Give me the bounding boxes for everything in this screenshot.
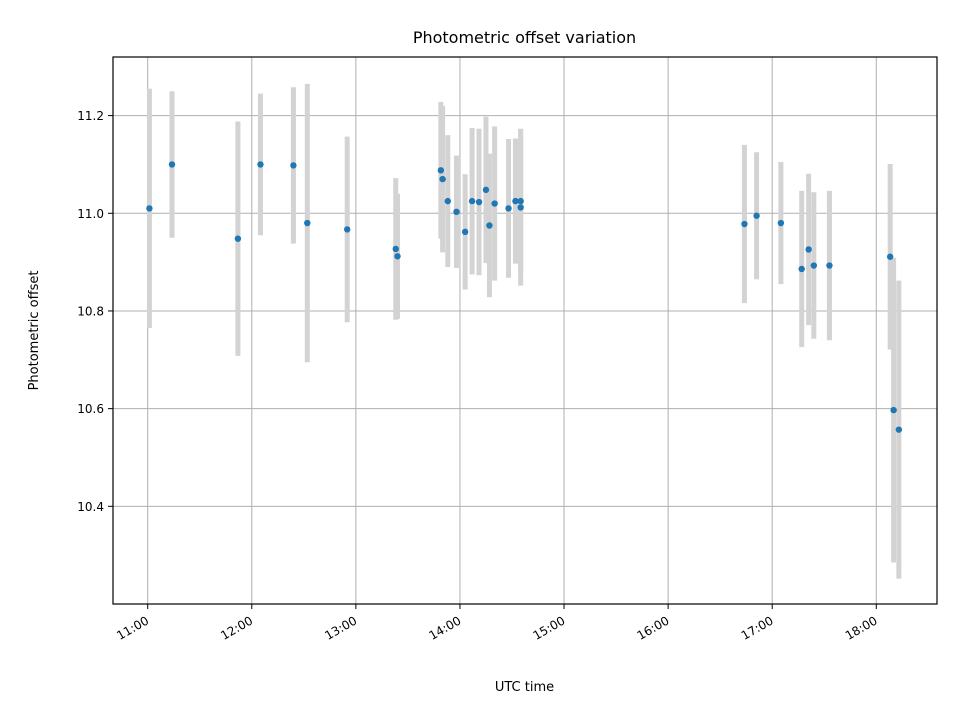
data-point xyxy=(437,167,445,174)
data-point xyxy=(805,246,812,253)
y-tick-label: 11.0 xyxy=(77,207,104,221)
data-point xyxy=(486,222,493,229)
chart-title: Photometric offset variation xyxy=(413,28,636,47)
data-point xyxy=(512,197,519,205)
data-point xyxy=(753,212,760,219)
data-points xyxy=(146,161,903,433)
data-point xyxy=(741,220,748,228)
plot-frame xyxy=(112,56,938,605)
y-tick-label: 10.8 xyxy=(77,304,104,318)
y-tick-label: 10.6 xyxy=(77,402,104,416)
data-point xyxy=(257,161,264,168)
y-axis-label: Photometric offset xyxy=(27,271,42,391)
data-point xyxy=(517,204,524,211)
data-point xyxy=(491,200,498,207)
data-point xyxy=(290,162,297,169)
data-point xyxy=(777,219,785,227)
y-axis-ticks: 10.4 10.6 10.8 11.0 11.2 xyxy=(77,109,113,514)
y-tick-label: 11.2 xyxy=(77,109,104,123)
data-point xyxy=(304,219,311,227)
data-point xyxy=(517,197,524,205)
data-point xyxy=(468,197,476,205)
x-axis-label: UTC time xyxy=(495,680,554,695)
data-point xyxy=(482,186,490,194)
data-point xyxy=(475,198,483,206)
data-point xyxy=(343,226,351,233)
data-point xyxy=(461,228,469,236)
data-point xyxy=(826,262,833,269)
data-point xyxy=(895,426,903,433)
data-point xyxy=(444,197,452,205)
data-point xyxy=(890,406,897,414)
data-point xyxy=(798,265,805,273)
y-tick-label: 10.4 xyxy=(77,500,104,514)
data-point xyxy=(886,253,894,260)
grid-lines xyxy=(113,57,937,604)
data-point xyxy=(505,205,512,212)
data-point xyxy=(168,161,176,168)
data-point xyxy=(810,262,818,269)
data-point xyxy=(146,205,153,212)
data-point xyxy=(439,175,446,183)
data-point xyxy=(234,235,242,242)
data-point xyxy=(394,253,401,260)
data-point xyxy=(453,208,460,216)
data-point xyxy=(392,245,399,253)
